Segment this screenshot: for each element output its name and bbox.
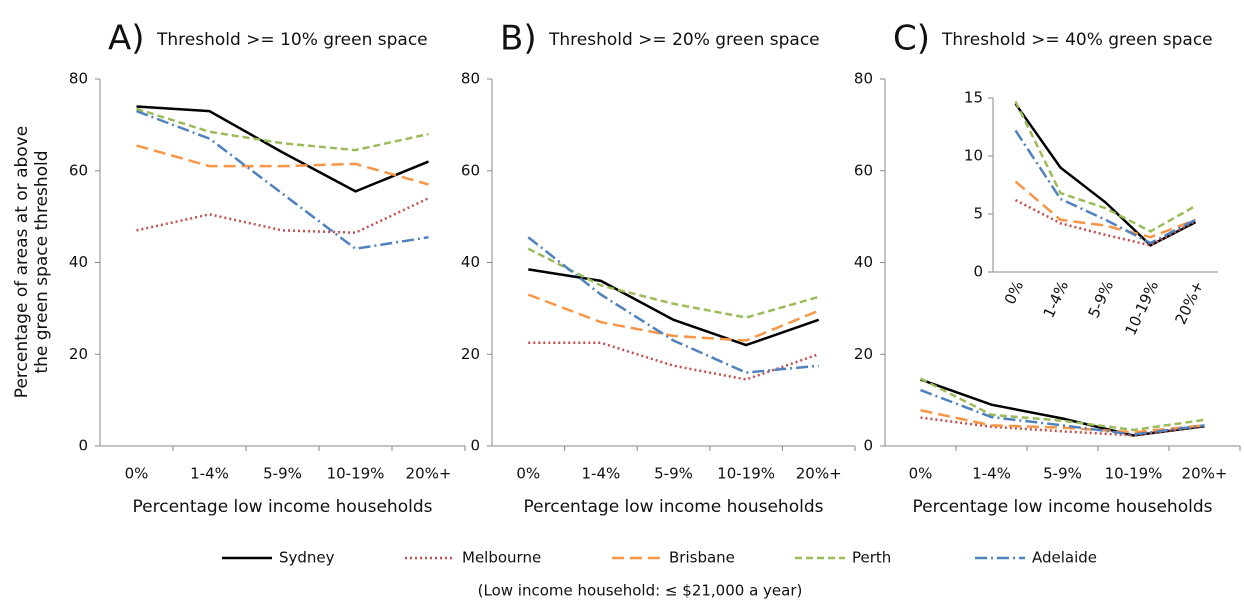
inset-y-tick-label: 0 <box>973 263 983 281</box>
panel-letter: A) <box>108 19 145 59</box>
series-line <box>920 408 1205 434</box>
series-line <box>528 341 820 381</box>
inset-y-tick-label: 15 <box>964 89 983 107</box>
y-tick-label: 40 <box>854 253 873 271</box>
x-axis-label: Percentage low income households <box>913 497 1213 517</box>
legend-label: Brisbane <box>669 549 735 567</box>
legend-label: Melbourne <box>462 549 541 567</box>
y-tick-label: 0 <box>863 437 873 455</box>
y-tick-label: 60 <box>69 161 88 179</box>
x-tick-label: 10-19% <box>717 465 775 483</box>
y-tick-label: 20 <box>69 345 88 363</box>
x-tick-label: 0% <box>125 465 149 483</box>
inset-y-tick-label: 10 <box>964 147 983 165</box>
legend-label: Adelaide <box>1032 549 1097 567</box>
y-tick-label: 40 <box>69 253 88 271</box>
series-line <box>527 293 820 342</box>
inset-y-tick-label: 5 <box>973 205 983 223</box>
inset-x-tick-label: 5-9% <box>1085 278 1118 321</box>
y-axis-label: the green space threshold <box>32 150 52 373</box>
y-axis-label: Percentage of areas at or above <box>12 126 32 398</box>
y-tick-label: 20 <box>854 345 873 363</box>
series-line <box>136 107 429 152</box>
x-tick-label: 5-9% <box>654 465 693 483</box>
x-tick-label: 0% <box>516 465 540 483</box>
series-line <box>1014 129 1197 245</box>
series-line <box>528 268 820 347</box>
series-line <box>136 197 430 234</box>
y-tick-label: 0 <box>470 437 480 455</box>
x-tick-label: 20%+ <box>406 465 452 483</box>
panel-letter: C) <box>893 19 930 59</box>
inset-x-tick-label: 10-19% <box>1121 278 1162 338</box>
x-axis-label: Percentage low income households <box>524 497 824 517</box>
y-tick-label: 80 <box>854 70 873 88</box>
series-line <box>1014 100 1197 233</box>
series-line <box>136 105 429 193</box>
inset-x-tick-label: 1-4% <box>1040 278 1073 321</box>
footnote: (Low income household: ≤ $21,000 a year) <box>478 582 803 600</box>
x-tick-label: 1-4% <box>972 465 1011 483</box>
series-line <box>136 144 429 186</box>
series-line <box>1014 198 1197 247</box>
x-tick-label: 5-9% <box>263 465 302 483</box>
x-axis-label: Percentage low income households <box>133 497 433 517</box>
y-tick-label: 0 <box>78 437 88 455</box>
series-line <box>136 109 429 251</box>
y-tick-label: 80 <box>461 70 480 88</box>
x-tick-label: 20%+ <box>1182 465 1228 483</box>
series-line <box>1014 103 1197 247</box>
inset-x-tick-label: 0% <box>1001 278 1027 307</box>
y-tick-label: 60 <box>854 161 873 179</box>
x-tick-label: 0% <box>909 465 933 483</box>
chart-title: Threshold >= 10% green space <box>156 30 428 50</box>
x-tick-label: 1-4% <box>582 465 621 483</box>
y-tick-label: 60 <box>461 161 480 179</box>
inset-x-tick-label: 20%+ <box>1171 278 1207 327</box>
y-tick-label: 80 <box>69 70 88 88</box>
y-tick-label: 40 <box>461 253 480 271</box>
chart-title: Threshold >= 20% green space <box>548 30 820 50</box>
panel-letter: B) <box>500 19 537 59</box>
x-tick-label: 1-4% <box>190 465 229 483</box>
x-tick-label: 10-19% <box>327 465 385 483</box>
series-line <box>920 388 1205 436</box>
series-line <box>919 377 1205 432</box>
x-tick-label: 10-19% <box>1105 465 1163 483</box>
x-tick-label: 5-9% <box>1043 465 1082 483</box>
series-line <box>527 247 820 319</box>
legend-label: Sydney <box>279 549 335 567</box>
x-tick-label: 20%+ <box>796 465 842 483</box>
series-line <box>527 236 819 374</box>
legend-label: Perth <box>852 549 891 567</box>
series-line <box>1014 180 1196 239</box>
y-tick-label: 20 <box>461 345 480 363</box>
chart-title: Threshold >= 40% green space <box>941 30 1213 50</box>
